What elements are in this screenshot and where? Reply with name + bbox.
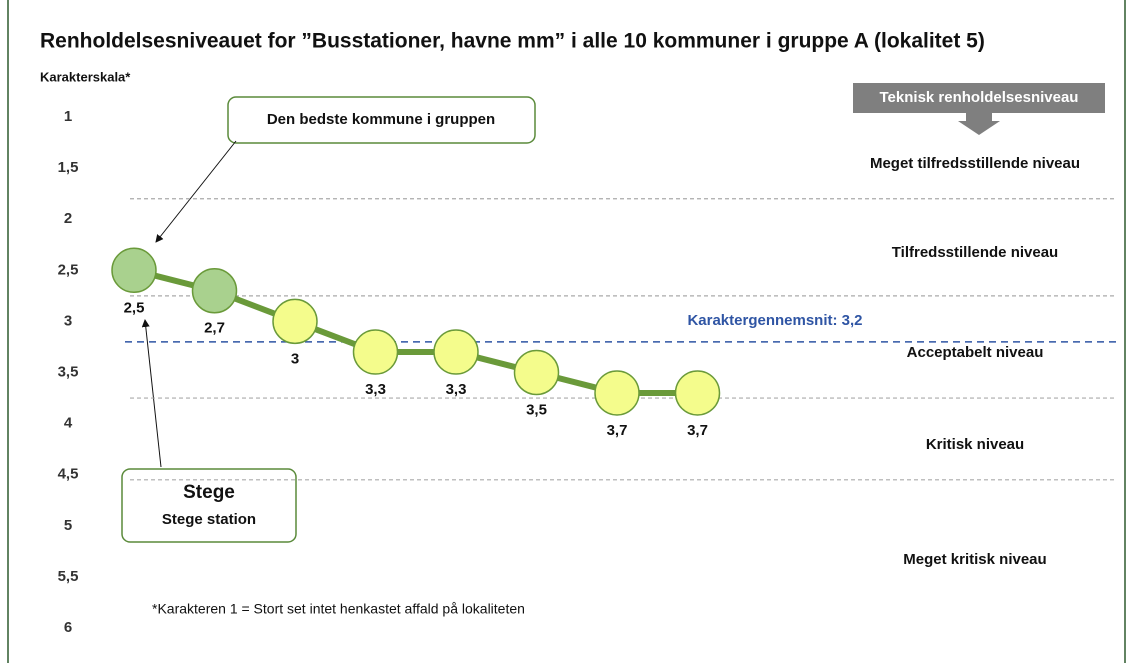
annotation: Den bedste kommune i gruppen [267, 111, 495, 128]
zone-label: Meget kritisk niveau [903, 550, 1047, 568]
value-label: 3,7 [687, 422, 708, 439]
average-label: Karaktergennemsnit: 3,2 [687, 312, 862, 329]
y-tick-label: 2,5 [58, 261, 79, 278]
value-label: 3,3 [446, 381, 467, 398]
value-label: 2,7 [204, 320, 225, 337]
zone-label: Tilfredsstillende niveau [891, 244, 1059, 262]
y-tick-label: 2 [64, 210, 72, 227]
annotation-arrow [155, 140, 237, 243]
y-tick-label: 3,5 [58, 363, 79, 380]
annotation-box [121, 468, 297, 543]
value-label: 3,3 [365, 381, 386, 398]
annotation-box [227, 96, 536, 144]
zone-label: Acceptabelt niveau [906, 343, 1044, 361]
point [674, 370, 721, 416]
zone-label: Kritisk niveau [925, 435, 1025, 453]
footnote: *Karakteren 1 = Stort set intet henkaste… [152, 601, 525, 617]
zone-header: Teknisk renholdelsesniveau [880, 89, 1079, 106]
point [433, 329, 479, 375]
chart-title: Renholdelsesniveauet for ”Busstationer, … [40, 30, 985, 53]
y-tick-label: 4 [64, 415, 73, 432]
y-tick-label: 4,5 [58, 466, 79, 483]
point [352, 329, 399, 375]
point [111, 247, 157, 294]
point [513, 349, 560, 396]
zone-label: Meget tilfredsstillende niveau [869, 154, 1081, 172]
y-tick-label: 3 [64, 312, 72, 329]
point [272, 298, 318, 345]
annotation-title: Stege [183, 482, 235, 503]
point [594, 370, 640, 416]
value-label: 3 [291, 350, 299, 367]
y-tick-label: 5,5 [58, 568, 79, 585]
point [191, 267, 238, 314]
y-tick-label: 6 [64, 619, 72, 636]
annotation-arrow [141, 319, 162, 468]
y-tick-label: 1,5 [58, 159, 79, 176]
y-tick-label: 5 [64, 517, 72, 534]
annotation: Stege station [162, 511, 256, 528]
value-label: 2,5 [124, 299, 145, 316]
zone-header-box [853, 83, 1105, 113]
value-label: 3,7 [607, 422, 628, 439]
value-label: 3,5 [526, 401, 547, 418]
y-tick-label: 1 [64, 108, 72, 125]
zone-header-arrow [958, 113, 1000, 135]
y-axis-label: Karakterskala* [40, 69, 131, 84]
